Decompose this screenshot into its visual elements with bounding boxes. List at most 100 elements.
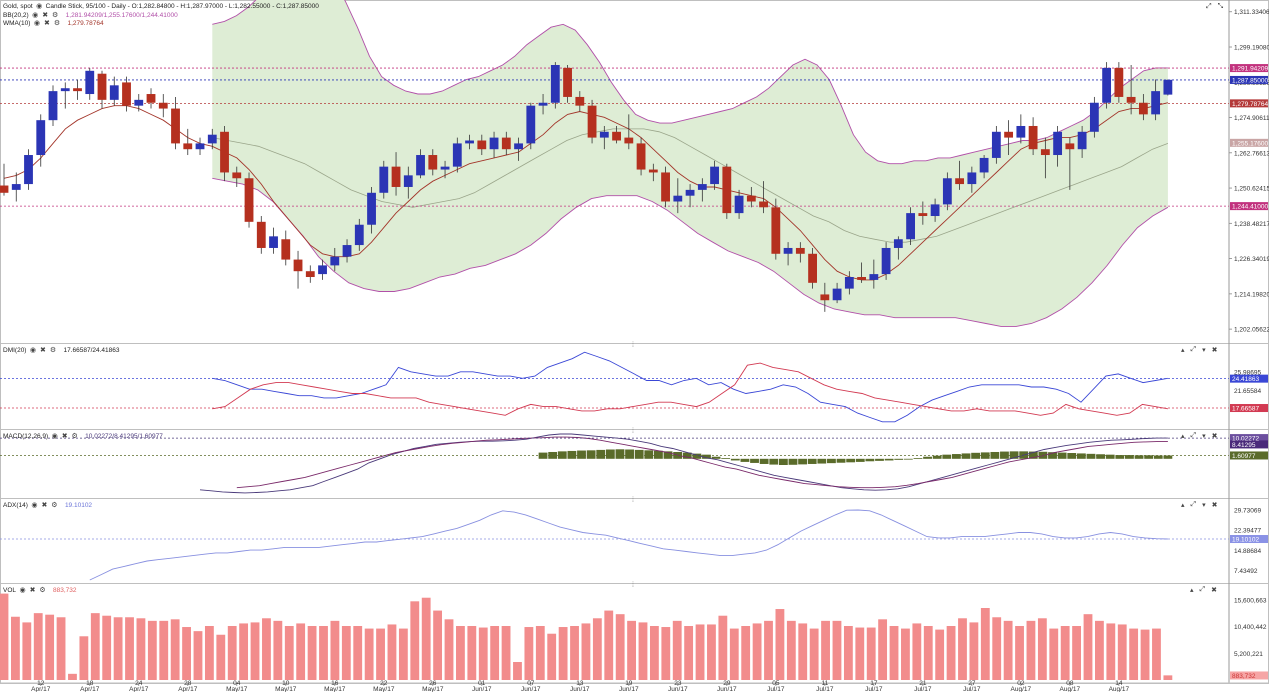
x-tick-month: May/17	[226, 686, 248, 692]
gear-icon[interactable]: ⚙	[52, 12, 59, 19]
macd-histogram-bar	[721, 458, 731, 459]
candle-down	[305, 271, 315, 278]
volume-bar	[330, 620, 340, 680]
eye-icon[interactable]: ◉	[33, 20, 40, 27]
candle-down	[122, 82, 131, 106]
macd-histogram-bar	[1115, 455, 1125, 459]
candle-up	[869, 274, 879, 280]
price-tick-label: 1,299.19080	[1234, 45, 1269, 52]
volume-bar	[490, 626, 500, 680]
eye-icon[interactable]: ◉	[51, 433, 58, 440]
close-icon[interactable]: ✖	[1211, 587, 1217, 594]
volume-bar	[980, 608, 990, 680]
candle-down	[661, 172, 670, 202]
gear-icon[interactable]: ⚙	[39, 587, 46, 594]
move-up-icon[interactable]: ▴	[1190, 587, 1194, 594]
move-up-icon[interactable]: ▴	[1181, 502, 1185, 509]
macd-histogram-bar	[913, 458, 923, 459]
macd-histogram-bar	[759, 458, 769, 464]
volume-bar	[946, 626, 956, 680]
eye-icon[interactable]: ◉	[36, 3, 43, 10]
candle-up	[465, 140, 474, 144]
move-up-icon[interactable]: ▴	[1181, 433, 1185, 440]
candle-down	[795, 247, 805, 254]
gear-icon[interactable]: ⚙	[53, 20, 61, 27]
volume-bar	[216, 634, 226, 680]
close-icon[interactable]: ✖	[42, 12, 49, 19]
volume-bar	[456, 626, 465, 680]
dmi-tag-label: 24.41863	[1232, 376, 1259, 383]
close-icon[interactable]: ✖	[1211, 347, 1218, 354]
expand-icon[interactable]: ⤢	[1190, 346, 1197, 353]
move-down-icon[interactable]: ▾	[1202, 347, 1206, 354]
expand-icon[interactable]: ⤢	[1190, 501, 1197, 508]
move-down-icon[interactable]: ▾	[1202, 502, 1206, 509]
price-tick-label: 1,214.19820	[1234, 291, 1269, 298]
expand-icon[interactable]: ⤢	[1190, 432, 1197, 439]
x-tick-month: Jul/17	[865, 686, 883, 692]
gear-icon[interactable]: ⚙	[51, 502, 58, 509]
candle-up	[844, 277, 854, 289]
macd-histogram-bar	[1067, 453, 1077, 459]
close-icon[interactable]: ✖	[1211, 433, 1218, 440]
price-tag-label: 1,287.85000	[1232, 77, 1269, 84]
macd-histogram-bar	[1134, 455, 1144, 459]
macd-histogram-bar	[1096, 454, 1105, 459]
macd-histogram-bar	[1125, 455, 1134, 459]
x-tick-day: 13	[576, 680, 584, 687]
macd-histogram-bar	[769, 458, 779, 465]
price-tag-box	[1230, 64, 1268, 73]
gear-icon[interactable]: ⚙	[49, 347, 57, 354]
volume-bar	[170, 619, 180, 680]
close-icon[interactable]: ✖	[61, 433, 68, 440]
candle-up	[440, 166, 450, 170]
x-tick-month: May/17	[324, 686, 346, 692]
expand-icon[interactable]: ⤢	[1206, 3, 1212, 10]
x-tick-month: May/17	[422, 686, 444, 692]
macd-histogram-bar	[711, 456, 721, 459]
volume-bar	[581, 623, 591, 680]
move-up-icon[interactable]: ▴	[1181, 347, 1185, 354]
close-icon[interactable]: ✖	[1211, 502, 1218, 509]
volume-bar	[764, 620, 773, 680]
volume-bar	[364, 628, 374, 680]
candle-up	[967, 172, 977, 185]
eye-icon[interactable]: ◉	[31, 502, 38, 509]
volume-bar	[113, 617, 123, 680]
dmi-header-row: DMI(20) ◉ ✖ ⚙ 17.66587/24.41863	[3, 347, 120, 354]
close-icon[interactable]: ✖	[29, 587, 36, 594]
volume-bar	[969, 622, 979, 680]
price-tag-label: 1,244.41000	[1232, 204, 1269, 211]
dmi-values: 17.66587/24.41863	[63, 347, 120, 354]
candle-down	[146, 94, 156, 103]
macd-histogram-bar	[740, 458, 750, 462]
eye-icon[interactable]: ◉	[32, 12, 39, 19]
expand-icon[interactable]: ⤢	[1199, 586, 1206, 593]
gear-icon[interactable]: ⚙	[71, 433, 78, 440]
close-icon[interactable]: ✖	[40, 347, 46, 354]
candle-down	[220, 131, 229, 173]
move-down-icon[interactable]: ▾	[1202, 433, 1206, 440]
volume-bar	[627, 620, 636, 680]
volume-bar	[855, 627, 865, 680]
macd-tag-box	[1230, 434, 1268, 443]
volume-bar	[992, 617, 1002, 680]
collapse-icon[interactable]: ⤡	[1217, 3, 1224, 10]
x-tick-day: 22	[380, 680, 388, 687]
macd-histogram-bar	[1153, 455, 1163, 459]
volume-bar	[535, 626, 545, 680]
close-icon[interactable]: ✖	[44, 20, 50, 27]
candle-up	[783, 247, 793, 254]
eye-icon[interactable]: ◉	[29, 347, 37, 354]
eye-icon[interactable]: ◉	[19, 587, 26, 594]
macd-histogram-bar	[702, 454, 711, 459]
close-icon[interactable]: ✖	[41, 502, 48, 509]
macd-histogram-bar	[682, 452, 692, 459]
x-tick-day: 27	[968, 680, 976, 687]
volume-bar	[741, 626, 751, 680]
candle-down	[746, 195, 756, 202]
wma-line	[3, 102, 1169, 281]
volume-bar	[570, 626, 579, 680]
volume-bar	[433, 610, 443, 680]
candle-up	[1151, 91, 1161, 115]
